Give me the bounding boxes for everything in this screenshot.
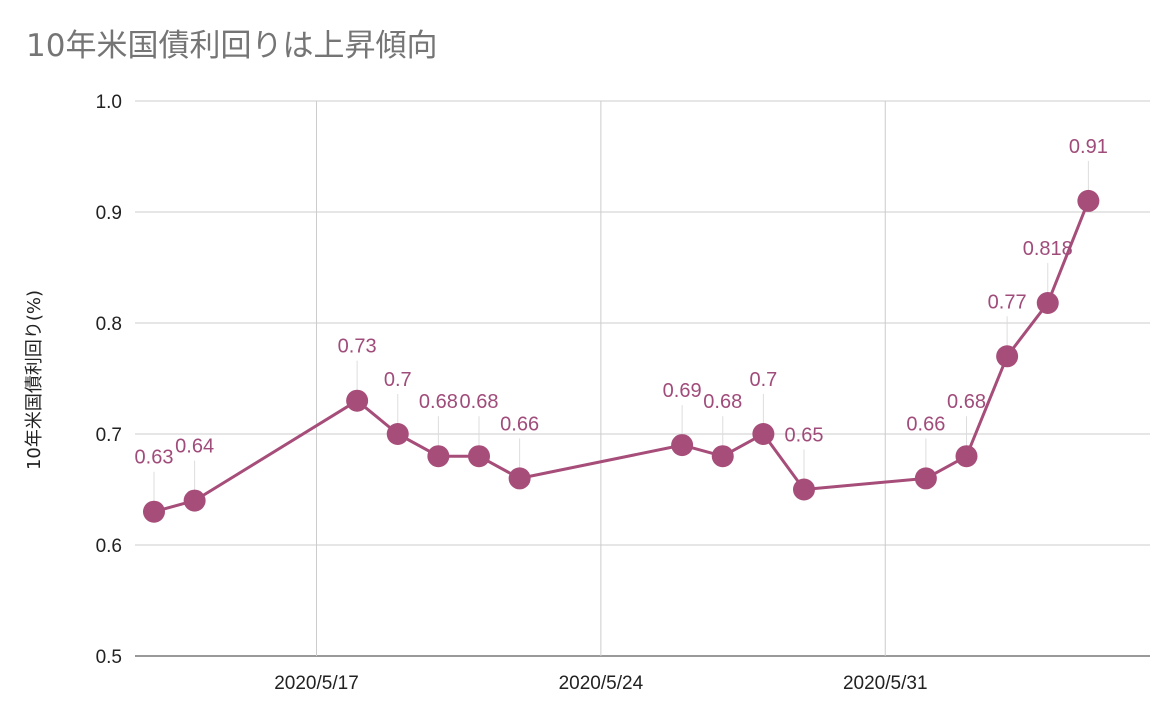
series-path xyxy=(153,200,1090,514)
data-point xyxy=(1036,292,1059,315)
data-point xyxy=(183,489,206,512)
x-tick-label: 2020/5/17 xyxy=(274,673,359,694)
chart-title: 10年米国債利回りは上昇傾向 xyxy=(26,28,438,64)
data-labels: 0.630.640.730.70.68 0.680.660.690.680.70.… xyxy=(135,136,1108,469)
x-tick-label: 2020/5/31 xyxy=(843,673,928,694)
y-tick-label: 0.9 xyxy=(96,203,122,224)
data-point xyxy=(914,467,937,490)
series-line xyxy=(153,200,1090,514)
data-label: 0.7 xyxy=(749,369,777,391)
data-label: 0.7 xyxy=(384,369,412,391)
data-point xyxy=(996,345,1019,368)
data-label: 0.68 xyxy=(947,391,986,413)
y-tick-label: 1.0 xyxy=(96,92,122,113)
data-point xyxy=(711,445,734,468)
data-label: 0.64 xyxy=(175,436,214,458)
x-axis-ticks: 2020/5/17 2020/5/24 2020/5/31 xyxy=(274,673,927,694)
data-label: 0.91 xyxy=(1069,136,1108,158)
data-label: 0.818 xyxy=(1023,238,1073,260)
data-point xyxy=(671,434,694,457)
data-label: 0.65 xyxy=(785,425,824,447)
data-point xyxy=(955,445,978,468)
data-point xyxy=(468,445,490,468)
data-points xyxy=(143,189,1100,523)
data-point xyxy=(143,500,165,523)
data-label: 0.63 xyxy=(135,447,174,469)
data-point xyxy=(1077,189,1100,212)
data-label: 0.77 xyxy=(988,291,1027,313)
data-point xyxy=(508,467,531,490)
y-tick-label: 0.6 xyxy=(96,536,122,557)
data-label: 0.68 xyxy=(703,391,742,413)
data-point xyxy=(346,389,369,412)
data-point xyxy=(793,478,815,501)
y-axis-label: 10年米国債利回り(%) xyxy=(24,290,45,470)
data-point xyxy=(752,423,775,445)
x-tick-label: 2020/5/24 xyxy=(559,673,644,694)
y-tick-label: 0.8 xyxy=(96,314,122,335)
y-axis-ticks: 0.5 0.6 0.7 0.8 0.9 1.0 xyxy=(96,92,122,668)
data-label: 0.66 xyxy=(906,413,945,435)
data-point xyxy=(386,423,409,445)
data-label: 0.73 xyxy=(338,336,377,358)
data-point xyxy=(427,445,450,468)
label-leaders xyxy=(153,160,1089,502)
y-tick-label: 0.5 xyxy=(96,647,122,668)
y-tick-label: 0.7 xyxy=(96,425,122,446)
data-label: 0.66 xyxy=(500,413,539,435)
data-label: 0.69 xyxy=(663,380,702,402)
data-label: 0.68 xyxy=(419,391,458,413)
data-label: 0.68 xyxy=(460,391,499,413)
